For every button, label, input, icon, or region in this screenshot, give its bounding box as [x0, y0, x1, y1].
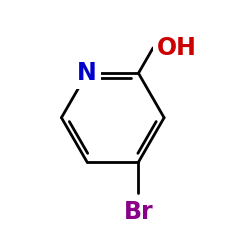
- Text: OH: OH: [157, 36, 197, 60]
- Text: N: N: [77, 61, 97, 85]
- Text: Br: Br: [124, 200, 153, 224]
